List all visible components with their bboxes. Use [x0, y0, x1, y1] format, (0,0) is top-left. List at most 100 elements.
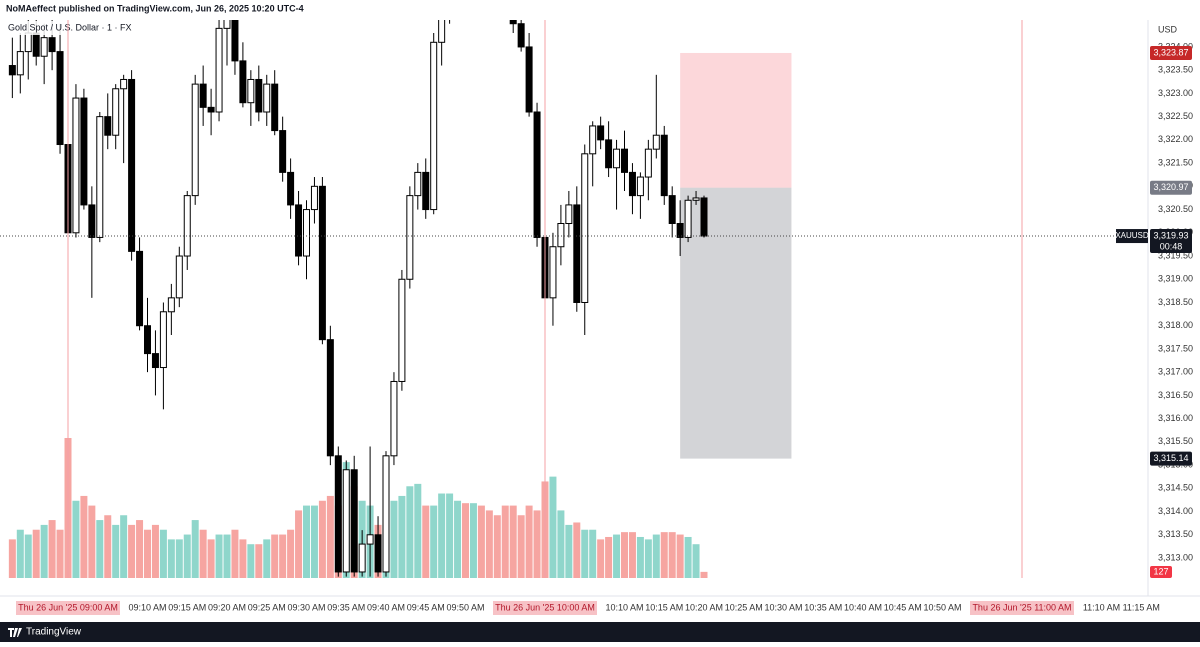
footer-brand: TradingView: [26, 627, 82, 638]
volume-bar: [390, 500, 398, 578]
volume-bar: [128, 524, 136, 578]
candle-body: [573, 204, 581, 303]
candle-body: [239, 60, 247, 104]
candle-body: [700, 197, 708, 237]
candle-body: [533, 111, 541, 238]
candle-body: [549, 246, 557, 299]
volume-bar: [422, 505, 430, 578]
x-tick-label: 09:15 AM: [168, 602, 206, 612]
x-tick-label: 09:35 AM: [327, 602, 365, 612]
candle-body: [621, 148, 628, 173]
plot-area: [8, 20, 792, 578]
volume-bar: [104, 515, 112, 578]
volume-bar: [24, 534, 32, 578]
candle-body: [191, 83, 199, 197]
candle-body: [422, 171, 430, 211]
volume-bar: [80, 495, 88, 578]
candle-body: [144, 325, 151, 355]
candle-body: [589, 125, 597, 155]
candle-body: [565, 204, 573, 225]
logo: [8, 628, 22, 637]
x-tick-label: 10:10 AM: [605, 602, 643, 612]
candle-body: [326, 339, 334, 457]
volume-bar: [700, 571, 708, 578]
volume-bar: [509, 505, 517, 578]
session-tag-bg: [493, 601, 597, 615]
y-tick-label: 3,316.00: [1158, 413, 1193, 423]
candle-body: [223, 20, 231, 29]
volume-bar: [120, 515, 128, 578]
footer-bar: [0, 622, 1200, 642]
volume-bar: [636, 536, 644, 578]
x-tick-label: 09:10 AM: [128, 602, 166, 612]
x-tick-label: 11:10 AM: [1083, 602, 1120, 612]
volume-bar: [668, 532, 676, 578]
x-tick-label: 10:45 AM: [884, 602, 922, 612]
volume-bar: [525, 505, 533, 578]
x-tick-label: 10:25 AM: [725, 602, 763, 612]
candle-body: [96, 116, 104, 238]
session-tag-bg: [16, 601, 120, 615]
volume-bar: [501, 505, 509, 578]
y-tick-label: 3,315.50: [1158, 436, 1193, 446]
y-tick-label: 3,314.50: [1158, 483, 1193, 493]
volume-bar: [462, 503, 469, 578]
x-tick-label: 09:45 AM: [407, 602, 445, 612]
volume-bar: [310, 505, 318, 578]
volume-bar: [692, 544, 700, 578]
candle-body: [581, 153, 589, 303]
x-tick-label: 10:35 AM: [804, 602, 842, 612]
candle-body: [644, 148, 652, 178]
volume-badge-label: 127: [1153, 566, 1168, 576]
x-tick-label: 10:40 AM: [844, 602, 882, 612]
candle-body: [525, 46, 533, 113]
x-tick-label: 09:20 AM: [208, 602, 246, 612]
price-badge-label: 3,320.97: [1153, 182, 1188, 192]
volume-bar: [183, 534, 191, 578]
candle-body: [342, 469, 350, 573]
y-tick-label: 3,317.50: [1158, 343, 1193, 353]
volume-bar: [454, 500, 462, 578]
volume-bar: [32, 529, 40, 578]
candle-body: [358, 543, 366, 573]
x-tick-label: 10:30 AM: [764, 602, 802, 612]
x-tick-label: 09:40 AM: [367, 602, 405, 612]
volume-bar: [573, 522, 581, 578]
y-tick-label: 3,316.50: [1158, 390, 1193, 400]
volume-bar: [40, 524, 48, 578]
candle-body: [660, 134, 668, 197]
candle-body: [613, 148, 621, 169]
candle-body: [255, 78, 263, 113]
candle-body: [287, 171, 295, 206]
y-tick-label: 3,320.50: [1158, 204, 1193, 214]
last-price-badge: [1150, 229, 1192, 254]
volume-bar: [533, 510, 541, 578]
candle-body: [16, 51, 24, 76]
y-tick-label: 3,323.00: [1158, 88, 1193, 98]
volume-bar: [581, 529, 589, 578]
y-tick-label: 3,318.00: [1158, 320, 1193, 330]
session-tag: Thu 26 Jun '25 09:00 AM: [18, 602, 118, 612]
candle-body: [72, 97, 80, 234]
candle-body: [112, 88, 120, 136]
volume-bar: [295, 510, 303, 578]
session-tag-bg: [970, 601, 1074, 615]
volume-bar: [287, 529, 295, 578]
candle-body: [183, 195, 191, 257]
volume-bar: [414, 483, 422, 578]
volume-bar: [485, 510, 493, 578]
volume-bar: [398, 495, 406, 578]
candle-body: [398, 278, 406, 382]
candle-body: [167, 297, 175, 313]
volume-bar: [96, 520, 104, 578]
x-tick-label: 09:25 AM: [248, 602, 286, 612]
volume-bar: [477, 505, 485, 578]
candle-body: [8, 65, 16, 76]
volume-bar: [72, 500, 80, 578]
volume-bar: [199, 529, 207, 578]
x-tick-label: 10:15 AM: [645, 602, 683, 612]
candle-body: [279, 130, 287, 173]
candle-body: [382, 455, 390, 573]
volume-bar: [144, 529, 151, 578]
